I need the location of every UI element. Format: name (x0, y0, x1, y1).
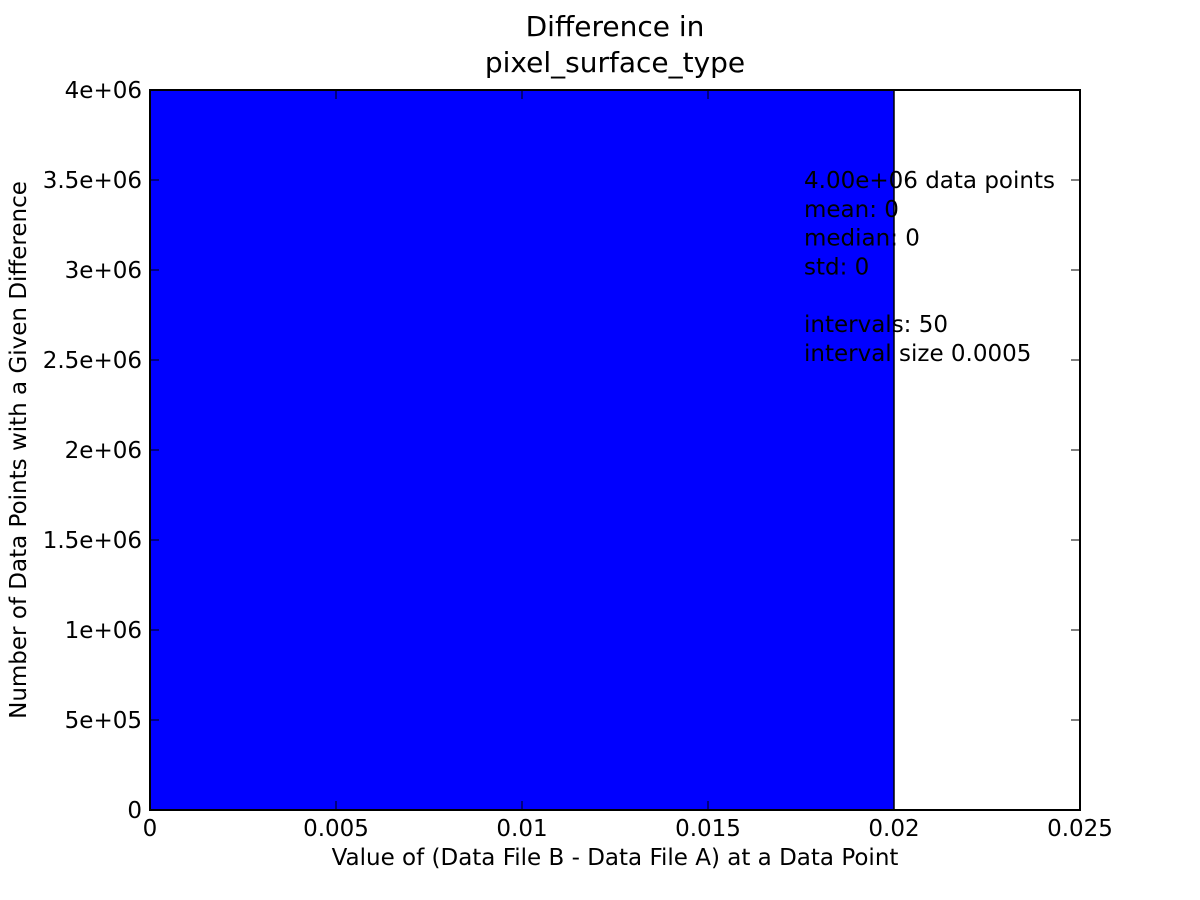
ticks-layer: 0 0.005 0.01 0.015 0.02 0.025 0 5e+05 1e+06 1.5e+… (43, 78, 1113, 842)
y-axis-label: Number of Data Points with a Given Diffe… (6, 181, 32, 719)
y-tick-label-2: 1e+06 (65, 618, 142, 644)
y-tick-label-5: 2.5e+06 (43, 348, 142, 374)
x-axis-label: Value of (Data File B - Data File A) at … (332, 845, 899, 871)
y-tick-label-0: 0 (127, 798, 142, 824)
x-tick-label-0: 0 (143, 816, 158, 842)
chart-title-line-1: Difference in (526, 10, 705, 43)
stats-line-3: std: 0 (804, 254, 869, 280)
stats-line-1: mean: 0 (804, 197, 899, 223)
x-tick-label-5: 0.025 (1047, 816, 1113, 842)
y-tick-label-3: 1.5e+06 (43, 528, 142, 554)
stats-line-0: 4.00e+06 data points (804, 168, 1055, 194)
stats-line-5: intervals: 50 (804, 312, 948, 338)
chart-title-line-2: pixel_surface_type (485, 46, 745, 79)
y-tick-label-1: 5e+05 (65, 708, 142, 734)
y-tick-label-4: 2e+06 (65, 438, 142, 464)
stats-line-6: interval size 0.0005 (804, 341, 1031, 367)
stats-line-2: median: 0 (804, 226, 920, 252)
y-tick-label-6: 3e+06 (65, 258, 142, 284)
y-tick-label-8: 4e+06 (65, 78, 142, 104)
bars-layer (149, 89, 895, 811)
stats-annotation: 4.00e+06 data points mean: 0 median: 0std:… (804, 168, 1055, 367)
y-tick-label-7: 3.5e+06 (43, 168, 142, 194)
x-tick-label-1: 0.005 (303, 816, 369, 842)
histogram-bar-0 (149, 89, 895, 811)
x-tick-label-3: 0.015 (675, 816, 741, 842)
x-tick-label-4: 0.02 (868, 816, 919, 842)
x-tick-label-2: 0.01 (496, 816, 547, 842)
